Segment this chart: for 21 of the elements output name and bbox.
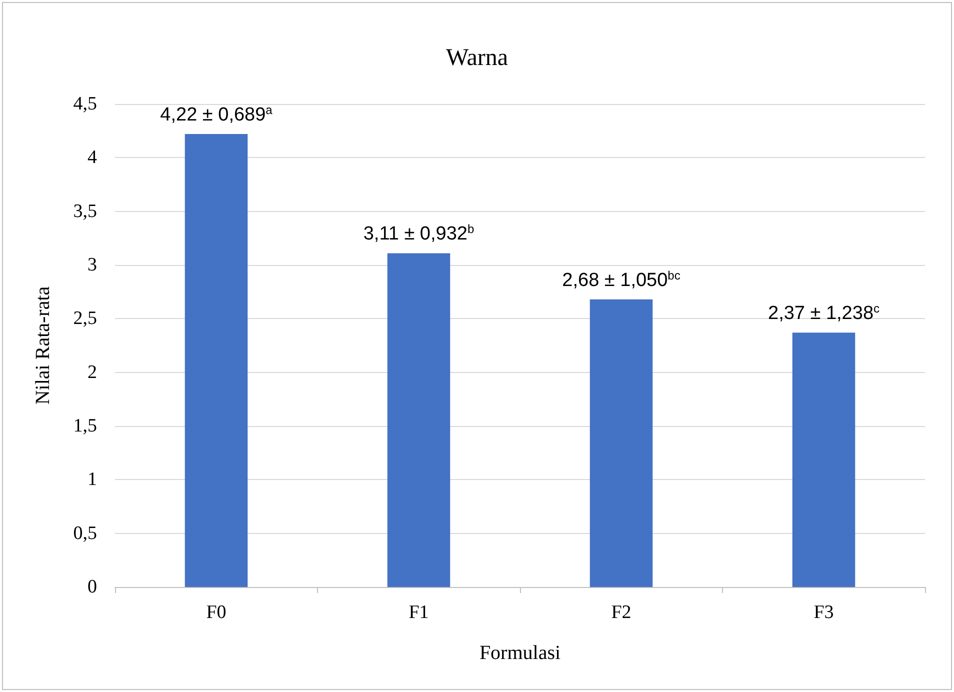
y-tick-label: 2 — [88, 362, 97, 383]
y-axis-title: Nilai Rata-rata — [32, 286, 54, 405]
y-tick-label: 4 — [88, 147, 98, 168]
bar — [590, 299, 653, 587]
y-tick-label: 3,5 — [73, 200, 97, 222]
y-tick-label: 2,5 — [73, 308, 97, 330]
bar — [184, 134, 248, 587]
x-tick-label: F0 — [206, 602, 226, 623]
y-tick-label: 0 — [88, 576, 97, 598]
y-tick-label: 3 — [88, 254, 97, 276]
chart-title: Warna — [446, 45, 508, 71]
bar — [387, 253, 450, 587]
x-axis-title: Formulasi — [479, 642, 561, 664]
y-tick-label: 0,5 — [73, 522, 97, 544]
y-tick-label: 4,5 — [73, 94, 97, 114]
x-tick-label: F3 — [814, 602, 834, 623]
y-tick-label: 1 — [88, 469, 97, 490]
x-tick-label: F1 — [408, 602, 429, 623]
x-tick-label: F2 — [611, 602, 632, 623]
bar — [792, 332, 856, 587]
y-tick-label: 1,5 — [73, 416, 97, 436]
